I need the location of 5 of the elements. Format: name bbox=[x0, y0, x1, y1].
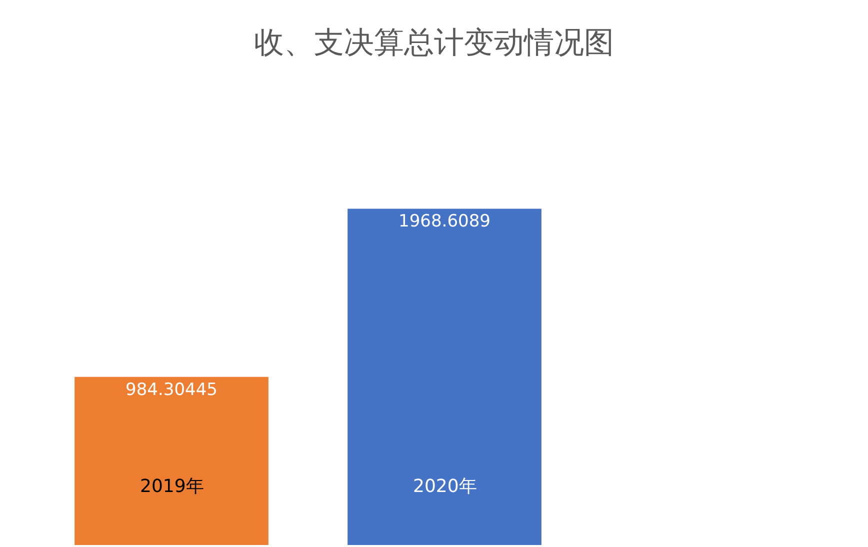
x-tick-label: 2020年 bbox=[413, 476, 477, 497]
chart-title: 收、支决算总计变动情况图 bbox=[254, 26, 614, 60]
data-label: 1968.6089 bbox=[398, 212, 490, 232]
x-tick-label: 2019年 bbox=[140, 476, 204, 497]
data-label: 984.30445 bbox=[126, 380, 218, 400]
